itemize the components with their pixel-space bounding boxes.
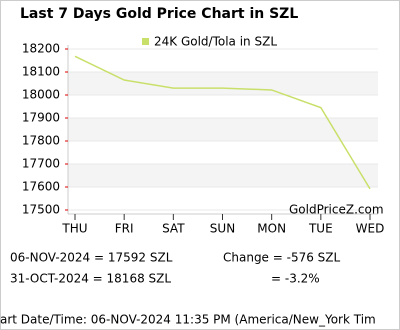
grid-band (68, 164, 378, 187)
grid-band (68, 72, 378, 95)
x-tick-label: FRI (115, 222, 134, 236)
x-tick-label: TUE (308, 222, 333, 236)
x-tick-label: SAT (162, 222, 185, 236)
watermark: GoldPriceZ.com (289, 203, 384, 217)
change: Change = -576 SZL (223, 251, 341, 265)
y-tick-label: 18200 (22, 42, 60, 56)
y-tick-label: 17500 (22, 203, 60, 217)
x-tick-label: SUN (210, 222, 235, 236)
y-tick-label: 18000 (22, 88, 60, 102)
change-percent: = -3.2% (271, 272, 320, 286)
legend-swatch (142, 38, 149, 45)
x-tick-label: WED (356, 222, 385, 236)
y-tick-label: 17700 (22, 157, 60, 171)
y-tick-label: 18100 (22, 65, 60, 79)
chart-title: Last 7 Days Gold Price Chart in SZL (20, 6, 298, 22)
x-tick-label: MON (257, 222, 286, 236)
line-series (74, 55, 371, 190)
y-tick-label: 17900 (22, 111, 60, 125)
chart-datetime: art Date/Time: 06-NOV-2024 11:35 PM (Ame… (0, 313, 376, 327)
latest-price: 06-NOV-2024 = 17592 SZL (10, 251, 173, 265)
earliest-price: 31-OCT-2024 = 18168 SZL (10, 272, 171, 286)
plot-area: 17500 17600 17700 17800 17900 18000 18100 18200… (22, 42, 385, 236)
y-tick-label: 17800 (22, 134, 60, 148)
y-tick-label: 17600 (22, 180, 60, 194)
x-tick-label: THU (61, 222, 87, 236)
legend-label: 24K Gold/Tola in SZL (154, 35, 277, 49)
grid-band (68, 118, 378, 141)
